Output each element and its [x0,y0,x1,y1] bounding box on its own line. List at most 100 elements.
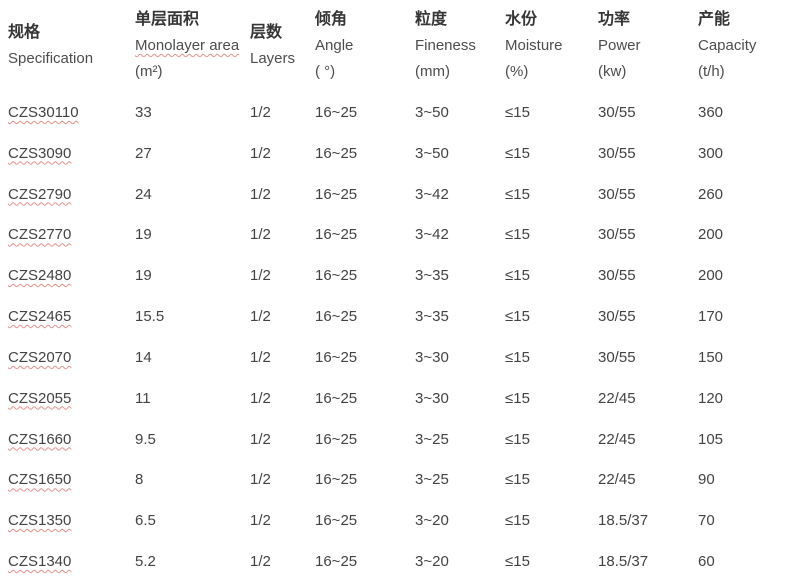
column-header-chinese: 规格 [8,24,41,41]
cell-layers: 1/2 [250,512,271,530]
cell-capacity: 200 [698,226,724,244]
cell-monolayer-area: 19 [135,226,152,244]
column-header-fineness: 粒度 Fineness (mm) [415,7,505,85]
column-header-english: Power [598,37,641,54]
cell-specification: CZS2480 [8,267,72,285]
cell-layers: 1/2 [250,226,271,244]
cell-moisture: ≤15 [505,103,530,121]
column-header-unit: (mm) [415,63,450,80]
column-header-english: Specification [8,50,94,67]
cell-power: 30/55 [598,267,636,285]
cell-capacity: 120 [698,389,724,407]
cell-layers: 1/2 [250,430,271,448]
cell-specification: CZS3090 [8,144,72,162]
cell-fineness: 3~42 [415,226,449,244]
cell-angle: 16~25 [315,267,358,285]
cell-angle: 16~25 [315,512,358,530]
table-row: CZS2480 19 1/2 16~25 3~35 ≤15 30/55 200 [8,255,790,296]
cell-layers: 1/2 [250,144,271,162]
cell-specification: CZS2055 [8,389,72,407]
column-header-unit: (m²) [135,63,163,80]
cell-specification: CZS1340 [8,553,72,571]
cell-specification: CZS1660 [8,430,72,448]
cell-fineness: 3~30 [415,389,449,407]
cell-layers: 1/2 [250,267,271,285]
column-header-angle: 倾角 Angle ( °) [315,7,415,85]
cell-fineness: 3~35 [415,308,449,326]
cell-power: 22/45 [598,471,636,489]
cell-angle: 16~25 [315,226,358,244]
cell-angle: 16~25 [315,348,358,366]
cell-specification: CZS30110 [8,103,79,121]
cell-moisture: ≤15 [505,471,530,489]
cell-monolayer-area: 24 [135,185,152,203]
cell-monolayer-area: 33 [135,103,152,121]
cell-fineness: 3~50 [415,144,449,162]
table-row: CZS1350 6.5 1/2 16~25 3~20 ≤15 18.5/37 70 [8,500,790,541]
cell-moisture: ≤15 [505,185,530,203]
table-row: CZS3090 27 1/2 16~25 3~50 ≤15 30/55 300 [8,133,790,174]
cell-power: 30/55 [598,226,636,244]
cell-angle: 16~25 [315,389,358,407]
table-row: CZS2465 15.5 1/2 16~25 3~35 ≤15 30/55 170 [8,296,790,337]
cell-capacity: 105 [698,430,724,448]
cell-power: 18.5/37 [598,512,649,530]
table-row: CZS30110 33 1/2 16~25 3~50 ≤15 30/55 360 [8,92,790,133]
column-header-unit: (t/h) [698,63,725,80]
column-header-power: 功率 Power (kw) [598,7,698,85]
cell-power: 30/55 [598,348,636,366]
column-header-english: Capacity [698,37,757,54]
cell-moisture: ≤15 [505,389,530,407]
cell-monolayer-area: 8 [135,471,144,489]
column-header-monolayer-area: 单层面积 Monolayer area (m²) [135,7,250,85]
cell-monolayer-area: 11 [135,389,151,407]
cell-capacity: 360 [698,103,724,121]
cell-fineness: 3~42 [415,185,449,203]
column-header-unit: (%) [505,63,529,80]
cell-power: 22/45 [598,430,636,448]
cell-specification: CZS1650 [8,471,72,489]
cell-power: 22/45 [598,389,636,407]
cell-angle: 16~25 [315,553,358,571]
cell-moisture: ≤15 [505,512,530,530]
column-header-english: Angle [315,37,354,54]
cell-fineness: 3~35 [415,267,449,285]
column-header-english: Monolayer area [135,37,240,54]
cell-layers: 1/2 [250,553,271,571]
cell-specification: CZS2465 [8,308,72,326]
table-row: CZS2055 11 1/2 16~25 3~30 ≤15 22/45 120 [8,378,790,419]
cell-moisture: ≤15 [505,144,530,162]
column-header-chinese: 功率 [598,11,631,28]
column-header-capacity: 产能 Capacity (t/h) [698,7,790,85]
cell-layers: 1/2 [250,103,271,121]
column-header-unit: ( °) [315,63,336,80]
cell-angle: 16~25 [315,103,358,121]
cell-capacity: 260 [698,185,724,203]
cell-specification: CZS1350 [8,512,72,530]
cell-moisture: ≤15 [505,308,530,326]
cell-monolayer-area: 6.5 [135,512,156,530]
cell-power: 18.5/37 [598,553,649,571]
table-row: CZS2070 14 1/2 16~25 3~30 ≤15 30/55 150 [8,337,790,378]
cell-capacity: 300 [698,144,724,162]
cell-fineness: 3~25 [415,471,449,489]
column-header-english: Moisture [505,37,563,54]
cell-monolayer-area: 15.5 [135,308,165,326]
column-header-chinese: 水份 [505,11,538,28]
table-row: CZS2770 19 1/2 16~25 3~42 ≤15 30/55 200 [8,214,790,255]
table-body: CZS30110 33 1/2 16~25 3~50 ≤15 30/55 360 CZS3090… [8,92,790,582]
cell-specification: CZS2770 [8,226,72,244]
cell-capacity: 60 [698,553,715,571]
table-row: CZS1660 9.5 1/2 16~25 3~25 ≤15 22/45 105 [8,419,790,460]
cell-moisture: ≤15 [505,267,530,285]
column-header-chinese: 单层面积 [135,11,200,28]
cell-angle: 16~25 [315,308,358,326]
table-header-row: 规格 Specification 单层面积 Monolayer area (m²… [8,0,790,92]
column-header-unit: (kw) [598,63,627,80]
cell-angle: 16~25 [315,471,358,489]
cell-power: 30/55 [598,308,636,326]
cell-power: 30/55 [598,144,636,162]
cell-layers: 1/2 [250,389,271,407]
cell-angle: 16~25 [315,185,358,203]
